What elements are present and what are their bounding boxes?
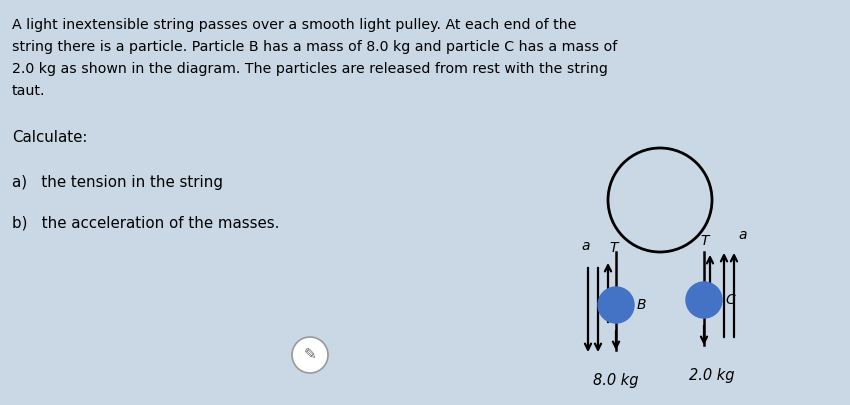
Text: a)   the tension in the string: a) the tension in the string xyxy=(12,175,223,190)
Text: a: a xyxy=(581,239,590,253)
Circle shape xyxy=(292,337,328,373)
Text: C: C xyxy=(725,293,734,307)
Text: A light inextensible string passes over a smooth light pulley. At each end of th: A light inextensible string passes over … xyxy=(12,18,576,32)
Text: ✎: ✎ xyxy=(303,347,316,362)
Text: taut.: taut. xyxy=(12,84,46,98)
Text: T: T xyxy=(700,234,709,248)
Text: string there is a particle. Particle B has a mass of 8.0 kg and particle C has a: string there is a particle. Particle B h… xyxy=(12,40,617,54)
Text: a: a xyxy=(738,228,746,242)
Circle shape xyxy=(598,287,634,323)
Text: 2.0 kg: 2.0 kg xyxy=(689,368,734,383)
Text: Calculate:: Calculate: xyxy=(12,130,88,145)
Text: b)   the acceleration of the masses.: b) the acceleration of the masses. xyxy=(12,215,280,230)
Text: B: B xyxy=(637,298,647,312)
Text: 2.0 kg as shown in the diagram. The particles are released from rest with the st: 2.0 kg as shown in the diagram. The part… xyxy=(12,62,608,76)
Text: T: T xyxy=(609,241,618,255)
Circle shape xyxy=(686,282,722,318)
Text: 8.0 kg: 8.0 kg xyxy=(593,373,638,388)
